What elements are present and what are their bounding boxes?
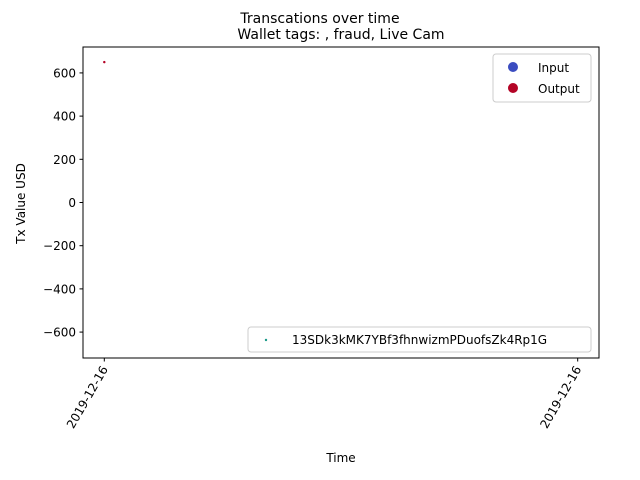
data-points [103,60,106,64]
chart-title: Wallet tags: , fraud, Live Cam [237,27,444,43]
x-tick-label: 2019-12-16 [64,364,111,431]
legend-wallet: 13SDk3kMK7YBf3fhnwizmPDuofsZk4Rp1G [247,326,592,353]
y-tick-label: 400 [53,110,76,124]
legend-output-marker [508,83,518,93]
legend-wallet-label: 13SDk3kMK7YBf3fhnwizmPDuofsZk4Rp1G [292,333,547,347]
legend-wallet-marker [264,338,268,342]
x-axis-label: Time [325,451,355,465]
y-tick-label: −200 [43,239,76,253]
y-axis-label: Tx Value USD [14,163,28,245]
figure-title: Transcations over time [239,11,399,27]
y-tick-label: 600 [53,66,76,80]
y-tick-label: −400 [43,282,76,296]
legend-markers: Input Output [492,53,592,103]
y-tick-label: 0 [68,196,76,210]
plot-frame [82,46,600,359]
legend-wallet-box [247,326,592,353]
x-tick-label: 2019-12-16 [537,364,584,431]
x-ticks: 2019-12-16 2019-12-16 [64,358,584,431]
legend-input-marker [508,62,518,72]
y-tick-label: −600 [43,326,76,340]
y-ticks: −600 −400 −200 0 200 400 600 [43,66,83,340]
legend-input-label: Input [538,61,569,75]
y-tick-label: 200 [53,153,76,167]
data-point [103,60,106,64]
legend-output-label: Output [538,82,580,96]
